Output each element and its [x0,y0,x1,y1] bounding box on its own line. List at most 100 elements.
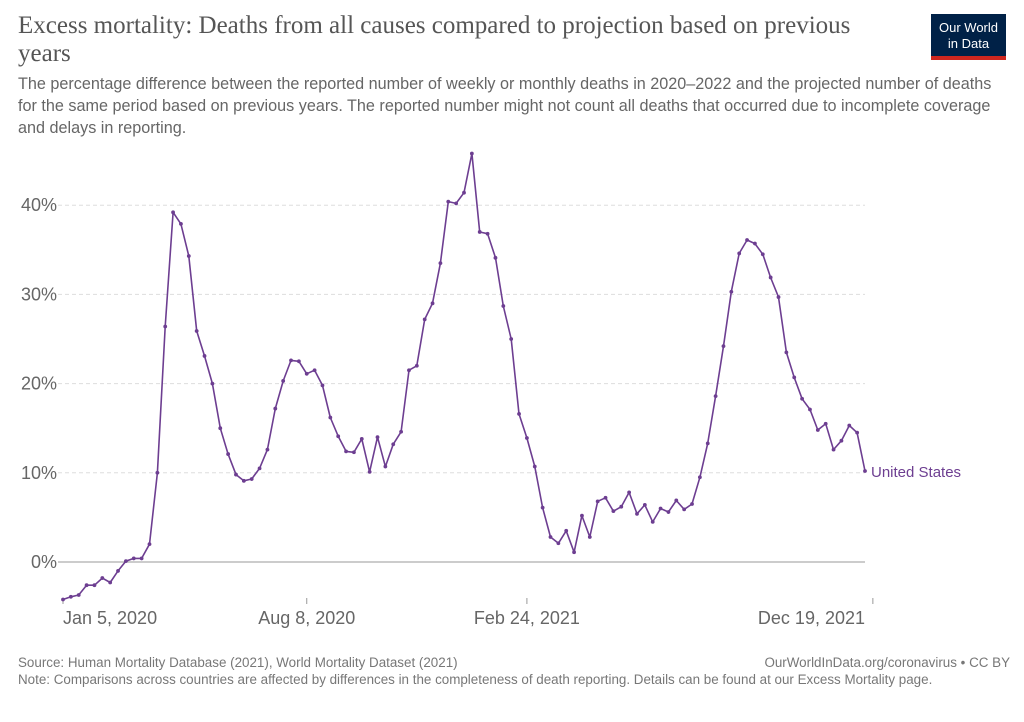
data-point [493,255,498,260]
license-link[interactable]: OurWorldInData.org/coronavirus • CC BY [764,655,1010,670]
data-point [642,503,647,507]
logo-red-bar [931,56,1006,60]
data-point [68,594,73,599]
data-point [721,344,726,349]
x-tick-label: Feb 24, 2021 [474,608,580,628]
data-point [84,583,89,588]
data-point [556,541,561,546]
data-point [414,363,419,368]
data-point [540,505,545,510]
data-point [210,381,215,386]
data-point [745,238,749,242]
data-point [509,337,514,341]
owid-logo[interactable]: Our World in Data [931,14,1006,60]
data-point [328,415,333,420]
data-point [296,359,301,364]
x-tick-label: Dec 19, 2021 [758,608,865,628]
data-point [619,504,624,509]
data-point [564,528,569,533]
data-point [831,447,836,452]
data-point [847,423,852,428]
data-point [226,452,231,456]
gridlines [58,204,865,563]
data-point [532,464,537,469]
data-point [155,470,160,475]
data-point [768,275,773,280]
data-point [186,254,191,258]
series-layer: United States [61,151,961,602]
x-axis: Jan 5, 2020 Aug 8, 2020 Feb 24, 2021 Dec 19… [62,598,874,628]
source-note[interactable]: Source: Human Mortality Database (2021),… [18,655,458,670]
data-point [485,231,490,236]
data-point [690,502,694,506]
y-tick-label: 30% [21,284,57,304]
data-point [580,513,584,518]
y-tick-label: 40% [21,195,57,215]
data-point [359,437,364,441]
data-point [241,478,246,483]
data-point [139,556,144,561]
data-point [525,436,529,440]
data-point [407,368,411,373]
data-point [469,151,474,156]
logo-line-1: Our World [939,20,998,35]
logo-line-2: in Data [947,36,990,51]
data-point [281,379,286,383]
data-point [108,580,113,585]
data-point [218,426,223,431]
data-point [304,371,309,376]
data-point [76,593,81,597]
data-point [131,556,136,561]
chart-title: Excess mortality: Deaths from all causes… [18,12,851,67]
data-point [705,441,710,446]
data-point [477,230,482,234]
data-point [650,519,655,524]
data-point [674,498,679,503]
data-point [517,412,521,416]
data-point [572,550,576,555]
data-point [627,490,632,495]
chart-subtitle: The percentage difference between the re… [18,75,992,137]
data-point [194,329,199,333]
data-point [863,469,867,473]
data-point [776,295,781,299]
data-point [312,368,317,373]
data-point [100,576,105,580]
data-point [430,301,435,306]
y-tick-label: 20% [21,374,57,394]
data-point [839,438,844,443]
series-label-united-states: United States [871,464,961,481]
data-point [265,447,270,452]
data-point [737,251,742,256]
data-point [855,430,860,435]
data-point [446,199,451,204]
footnote: Note: Comparisons across countries are a… [18,672,933,687]
data-point [753,241,757,246]
y-tick-label: 0% [31,552,57,572]
data-point [116,569,120,573]
data-point [658,506,663,511]
data-point [273,406,278,411]
data-point [163,324,168,329]
data-point [548,535,553,539]
data-point [320,383,325,388]
data-point [249,477,254,481]
data-point [808,407,812,412]
data-point [760,252,765,257]
data-point [784,350,789,355]
data-point [823,421,828,426]
data-point [352,450,356,455]
data-point [438,261,443,266]
data-point [399,429,403,434]
data-point [147,542,152,547]
data-point [713,394,718,398]
data-point [383,464,388,469]
data-point [611,509,616,514]
data-point [603,495,608,500]
data-point [587,535,592,539]
x-tick-label: Jan 5, 2020 [63,608,157,628]
data-point [336,434,341,439]
line-chart: 0% 10% 20% 30% 40% Jan 5, 2020 Aug 8, 2020 Feb… [21,151,961,628]
series-line-united-states [62,152,866,601]
data-point [697,475,702,480]
